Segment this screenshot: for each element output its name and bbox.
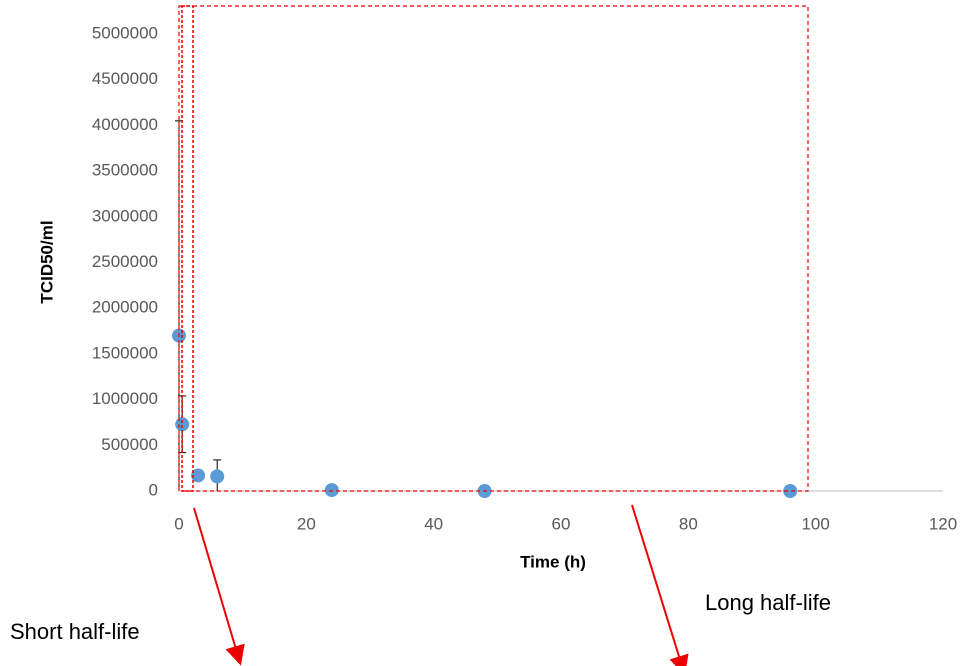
x-axis-title: Time (h) [520, 552, 586, 571]
data-point [191, 468, 206, 483]
y-tick-label: 4500000 [92, 69, 158, 88]
x-tick-label: 20 [297, 514, 316, 533]
y-tick-label: 1000000 [92, 389, 158, 408]
y-axis-title: TCID50/ml [37, 220, 56, 303]
plot: 0 500000 1000000 1500000 2000000 2500000 30000… [92, 23, 957, 533]
y-tick-label: 500000 [101, 435, 158, 454]
data-point [783, 484, 798, 498]
x-tick-label: 100 [801, 514, 829, 533]
arrow [631, 504, 689, 666]
data-point [175, 417, 190, 432]
annotation: Long half-life [705, 590, 831, 615]
annotation: Short half-life [10, 619, 140, 644]
y-tick-label: 1500000 [92, 343, 158, 362]
x-tick-label: 0 [174, 514, 183, 533]
arrow [193, 507, 245, 666]
short-half-life-box [181, 5, 194, 492]
y-tick-label: 3500000 [92, 161, 158, 180]
y-tick-label: 2500000 [92, 252, 158, 271]
y-tick-label: 5000000 [92, 23, 158, 42]
x-tick-label: 120 [929, 514, 957, 533]
y-tick-label: 2000000 [92, 298, 158, 317]
data-point [324, 483, 339, 498]
x-tick-label: 60 [552, 514, 571, 533]
y-tick-label: 3000000 [92, 206, 158, 225]
y-tick-label: 4000000 [92, 115, 158, 134]
x-tick-label: 80 [679, 514, 698, 533]
long-half-life-box [178, 5, 809, 492]
y-tick-label: 0 [149, 480, 158, 499]
data-point [210, 469, 225, 484]
x-tick-label: 40 [424, 514, 443, 533]
